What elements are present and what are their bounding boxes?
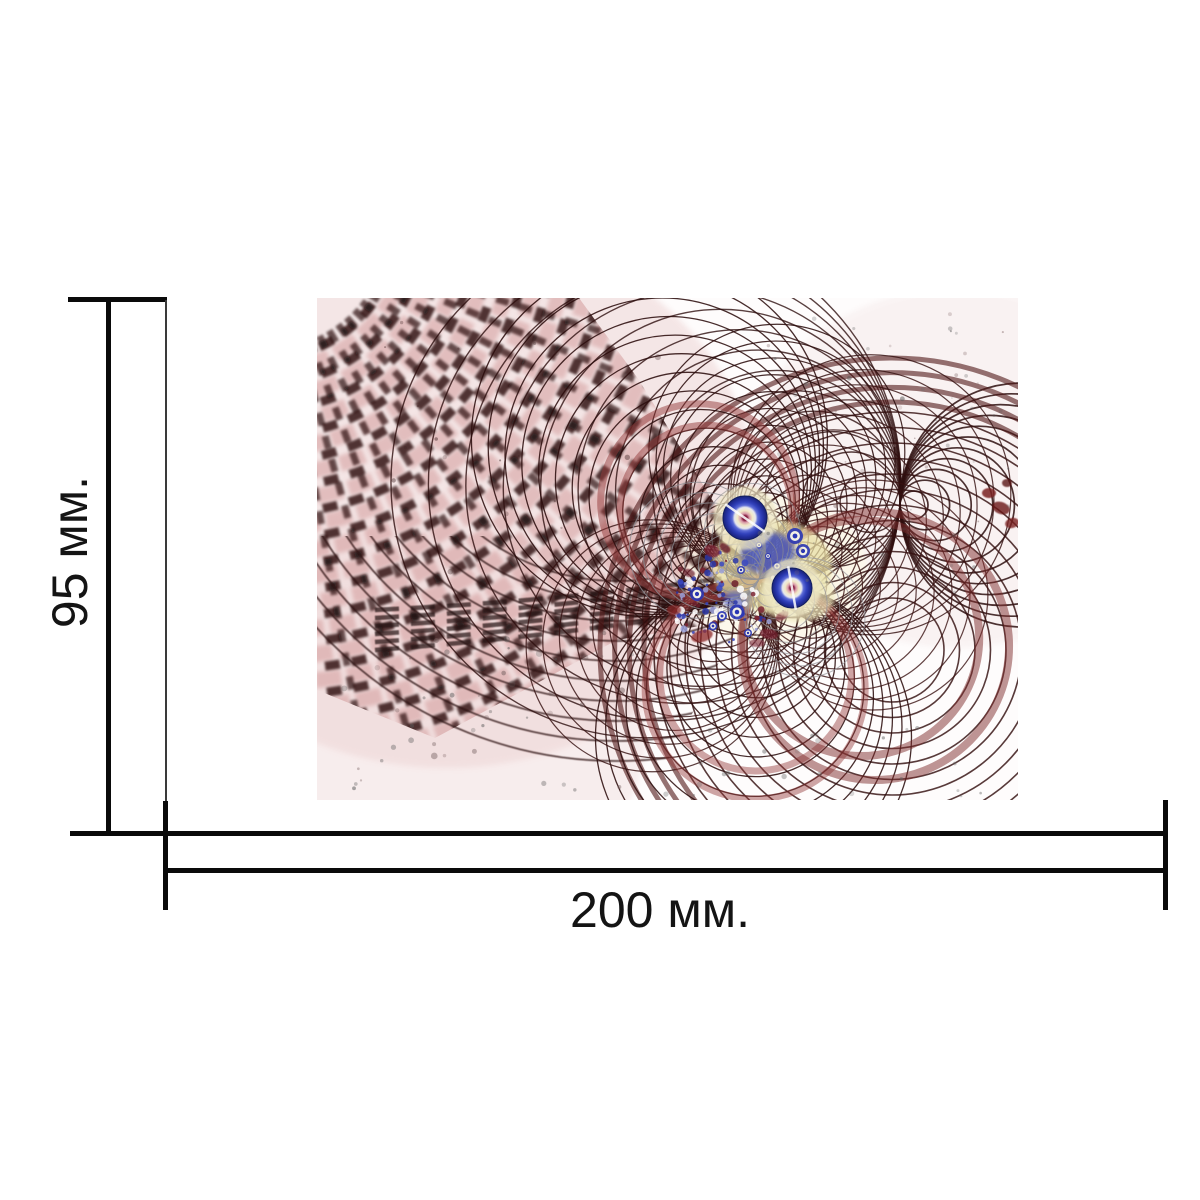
- product-artwork: [317, 298, 1018, 800]
- width-dimension-label: 200 мм.: [570, 882, 750, 938]
- left-extension-line: [165, 300, 167, 801]
- horizontal-dimension-line: [166, 868, 1166, 873]
- vertical-dimension-top-tick: [68, 297, 167, 302]
- horizontal-dimension-left-tick: [163, 801, 168, 910]
- vertical-dimension-line: [106, 299, 111, 833]
- height-dimension-label: 95 мм.: [42, 475, 98, 629]
- horizontal-dimension-right-tick: [1163, 800, 1168, 910]
- bottom-extension-line: [70, 831, 1168, 836]
- fractal-print-image: [317, 298, 1018, 800]
